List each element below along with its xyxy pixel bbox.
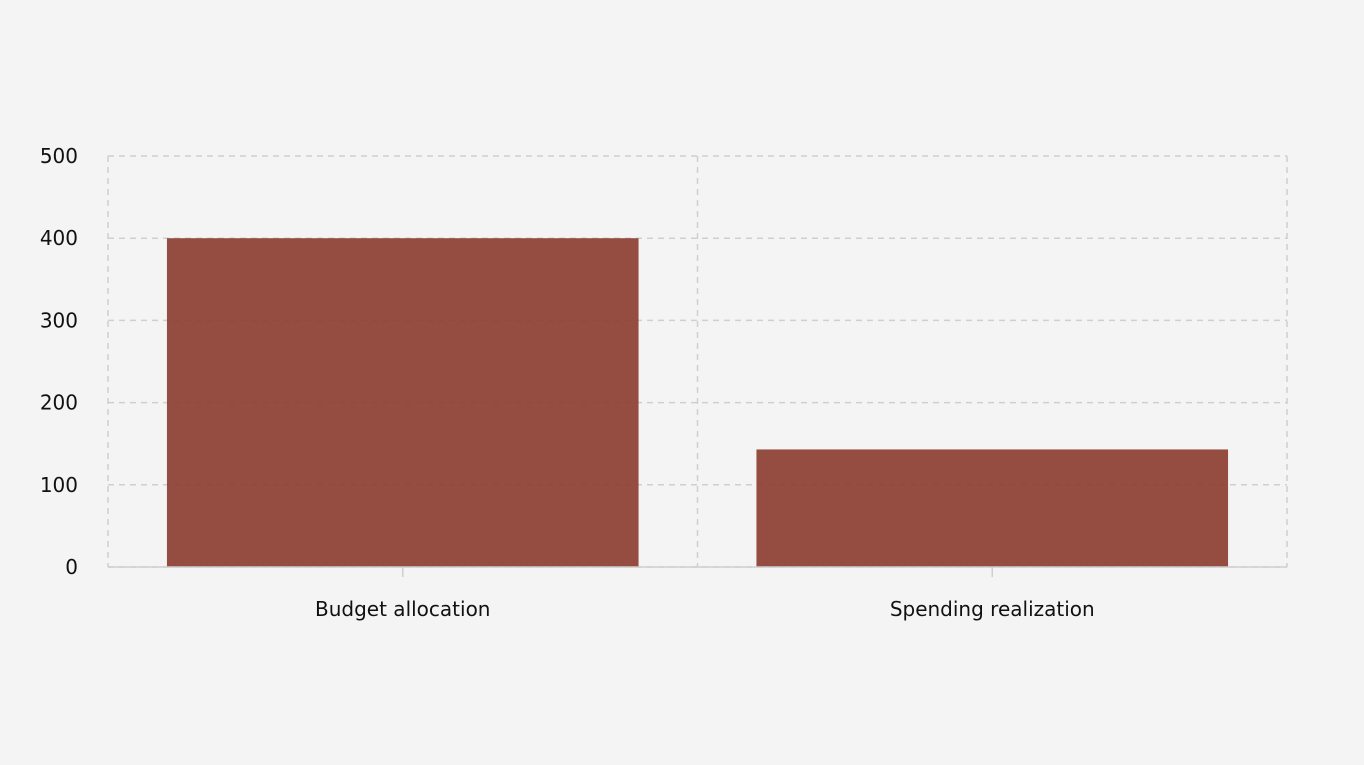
bars [166,238,1229,567]
y-tick-label: 300 [40,308,78,332]
x-axis-ticks: Budget allocation Spending realization [315,567,1095,621]
y-tick-label: 400 [40,226,78,250]
y-tick-label: 200 [40,391,78,415]
y-axis-ticks: 0 100 200 300 400 500 [40,144,78,579]
bar [756,449,1229,567]
x-tick-label: Spending realization [890,597,1095,621]
y-tick-label: 100 [40,473,78,497]
x-tick-label: Budget allocation [315,597,490,621]
bar [166,238,639,567]
y-tick-label: 500 [40,144,78,168]
y-tick-label: 0 [65,555,78,579]
